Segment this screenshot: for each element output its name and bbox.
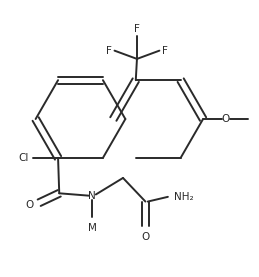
Text: NH₂: NH₂ xyxy=(174,192,193,202)
Text: F: F xyxy=(134,24,140,34)
Text: Cl: Cl xyxy=(18,153,28,163)
Text: N: N xyxy=(88,191,96,201)
Text: O: O xyxy=(221,114,230,124)
Text: F: F xyxy=(162,46,168,56)
Text: O: O xyxy=(141,232,149,242)
Text: O: O xyxy=(25,200,33,210)
Text: M: M xyxy=(88,223,97,233)
Text: F: F xyxy=(106,46,112,56)
